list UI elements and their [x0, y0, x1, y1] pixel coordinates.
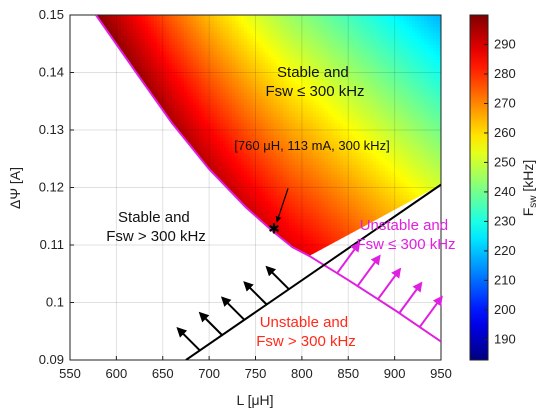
stable-direction-arrow: [220, 296, 246, 321]
x-tick-label: 900: [384, 366, 406, 381]
x-tick-label: 600: [106, 366, 128, 381]
unstable-direction-arrow: [356, 254, 381, 287]
colorbar-tick-label: 190: [494, 331, 516, 346]
y-tick-label: 0.11: [40, 237, 64, 252]
x-tick-label: 950: [430, 366, 452, 381]
stable-direction-arrow: [243, 281, 268, 306]
axis-ticks: 550 600 650 700 750 800 850 900 950 0.09 0.1 0.11 0.…: [39, 7, 452, 381]
colorbar-tick-label: 270: [494, 95, 516, 110]
colorbar-tick-label: 220: [494, 243, 516, 258]
colorbar-tick-label: 250: [494, 154, 516, 169]
y-axis-label: ΔΨ [A]: [7, 167, 23, 209]
y-tick-label: 0.13: [39, 122, 64, 137]
y-tick-label: 0.15: [39, 7, 64, 22]
unstable-direction-arrow: [418, 295, 443, 328]
y-tick-label: 0.14: [39, 65, 64, 80]
region-label-unstable-high: Unstable and Fsw > 300 kHz: [256, 314, 356, 350]
unstable-direction-arrow: [336, 241, 361, 274]
x-tick-label: 550: [59, 366, 81, 381]
direction-arrows: [176, 241, 443, 352]
upper-boundary-curve: [95, 15, 310, 257]
lower-boundary-curve: [308, 255, 441, 343]
y-tick-label: 0.09: [39, 352, 64, 367]
stable-direction-arrow: [198, 311, 223, 336]
region-label-stable-low: Stable and Fsw ≤ 300 kHz: [265, 64, 364, 100]
colorbar-tick-label: 230: [494, 213, 516, 228]
colorbar-tick-label: 290: [494, 36, 516, 51]
x-axis-label: L [μH]: [236, 392, 273, 408]
colorbar-tick-label: 210: [494, 272, 516, 287]
x-tick-label: 650: [152, 366, 174, 381]
colorbar-tick-label: 240: [494, 184, 516, 199]
stable-direction-arrow: [265, 265, 290, 290]
colorbar: [469, 14, 489, 361]
colorbar-label: Fsw [kHz]: [520, 160, 539, 217]
stability-line: [185, 183, 441, 360]
boundary-curves: [95, 15, 441, 360]
x-tick-label: 750: [245, 366, 267, 381]
y-tick-label: 0.12: [39, 180, 64, 195]
unstable-direction-arrow: [377, 267, 402, 300]
highlight-point-arrow: [275, 188, 289, 223]
stable-direction-arrow: [176, 327, 201, 352]
x-tick-label: 700: [198, 366, 220, 381]
highlight-point-marker: ✱: [268, 220, 280, 236]
unstable-direction-arrow: [398, 281, 423, 314]
y-tick-label: 0.1: [46, 295, 64, 310]
highlight-point-label: [760 μH, 113 mA, 300 kHz]: [234, 138, 389, 153]
colorbar-tick-label: 280: [494, 66, 516, 81]
region-label-unstable-low: Unstable and Fsw ≤ 300 kHz: [356, 217, 455, 253]
colorbar-tick-label: 260: [494, 125, 516, 140]
colorbar-ticks: 190 200 210 220 230 240 250 260 270 280 290: [484, 36, 516, 346]
x-tick-label: 800: [291, 366, 313, 381]
x-tick-label: 850: [337, 366, 359, 381]
region-label-stable-high: Stable and Fsw > 300 kHz: [106, 209, 206, 245]
colorbar-tick-label: 200: [494, 302, 516, 317]
grid: [70, 15, 441, 360]
